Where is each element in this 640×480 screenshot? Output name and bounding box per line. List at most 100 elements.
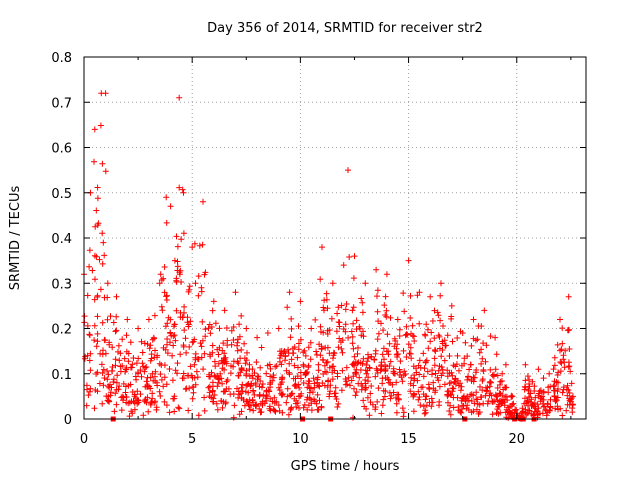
data-point — [205, 384, 212, 391]
data-point — [119, 362, 126, 369]
data-point — [358, 295, 365, 302]
data-point — [380, 345, 387, 352]
data-point — [231, 402, 238, 409]
data-point — [170, 342, 177, 349]
data-point — [335, 400, 342, 407]
data-point — [267, 395, 274, 402]
data-point — [372, 373, 379, 380]
data-point — [505, 415, 512, 421]
data-point — [239, 381, 246, 388]
data-point — [305, 344, 312, 351]
data-point — [478, 360, 485, 367]
data-point — [284, 393, 291, 400]
data-point — [353, 389, 360, 395]
data-point — [221, 307, 228, 314]
data-point — [102, 90, 109, 97]
data-point — [176, 405, 183, 412]
data-point — [403, 331, 410, 338]
data-point — [320, 329, 327, 336]
data-point — [435, 367, 442, 374]
data-point — [283, 367, 290, 374]
data-point — [321, 307, 327, 314]
data-point — [107, 392, 114, 399]
data-point — [102, 168, 109, 175]
data-point — [557, 405, 564, 412]
data-point — [105, 398, 112, 404]
data-point — [472, 337, 479, 344]
data-point — [351, 353, 358, 360]
data-point — [391, 370, 398, 377]
data-point — [201, 394, 208, 401]
data-point — [423, 321, 430, 328]
data-point — [448, 302, 455, 309]
data-point — [397, 358, 404, 365]
data-point — [489, 411, 496, 418]
data-point — [431, 335, 438, 342]
data-point — [186, 286, 192, 293]
data-point — [170, 323, 177, 330]
data-point — [434, 309, 441, 316]
data-point — [380, 396, 387, 403]
data-point — [182, 386, 189, 393]
data-point — [393, 345, 400, 352]
data-point — [206, 393, 213, 400]
data-point — [176, 94, 183, 101]
data-point — [387, 395, 394, 402]
data-point — [498, 378, 505, 384]
data-point — [321, 362, 328, 369]
data-point — [135, 355, 142, 362]
data-point — [98, 361, 105, 368]
data-point — [235, 372, 242, 379]
data-point — [470, 316, 477, 323]
data-point — [238, 384, 245, 391]
data-point — [222, 400, 229, 407]
data-point — [97, 286, 104, 293]
data-point — [205, 325, 212, 332]
data-point — [99, 400, 106, 407]
data-point — [455, 382, 462, 389]
data-point — [104, 368, 111, 374]
data-point — [329, 280, 336, 287]
data-point — [143, 364, 150, 370]
data-point — [445, 399, 451, 406]
data-point — [519, 408, 526, 415]
x-axis-ticks: 0 5 10 15 20 — [80, 57, 572, 447]
data-point — [329, 376, 336, 383]
data-point — [137, 391, 144, 398]
data-point — [320, 304, 327, 311]
data-point — [180, 230, 187, 237]
data-point — [180, 370, 187, 377]
data-point — [97, 122, 104, 129]
data-point — [126, 413, 133, 420]
data-point — [134, 369, 141, 376]
data-point — [434, 374, 441, 381]
data-point — [147, 385, 154, 392]
data-point — [102, 350, 109, 357]
data-point — [215, 360, 222, 367]
data-point — [291, 362, 298, 369]
data-point — [359, 383, 366, 389]
data-point — [438, 372, 445, 379]
data-point — [540, 403, 547, 410]
data-point — [461, 360, 468, 367]
data-point — [234, 358, 241, 365]
data-point — [282, 353, 289, 360]
data-point — [218, 398, 225, 405]
x-tick-label: 10 — [292, 432, 309, 447]
data-point — [294, 354, 301, 361]
data-point — [145, 316, 152, 323]
data-point — [201, 407, 208, 414]
data-point — [178, 236, 185, 243]
data-point — [134, 400, 141, 407]
data-point — [505, 404, 512, 411]
data-point — [353, 326, 360, 333]
data-point — [415, 362, 422, 369]
data-point — [476, 401, 483, 408]
data-point — [180, 189, 187, 196]
data-point — [244, 349, 250, 356]
data-point — [331, 350, 338, 357]
data-point — [522, 361, 529, 368]
data-point — [163, 381, 170, 388]
data-point — [399, 405, 406, 412]
y-tick-label: 0.1 — [51, 368, 72, 383]
